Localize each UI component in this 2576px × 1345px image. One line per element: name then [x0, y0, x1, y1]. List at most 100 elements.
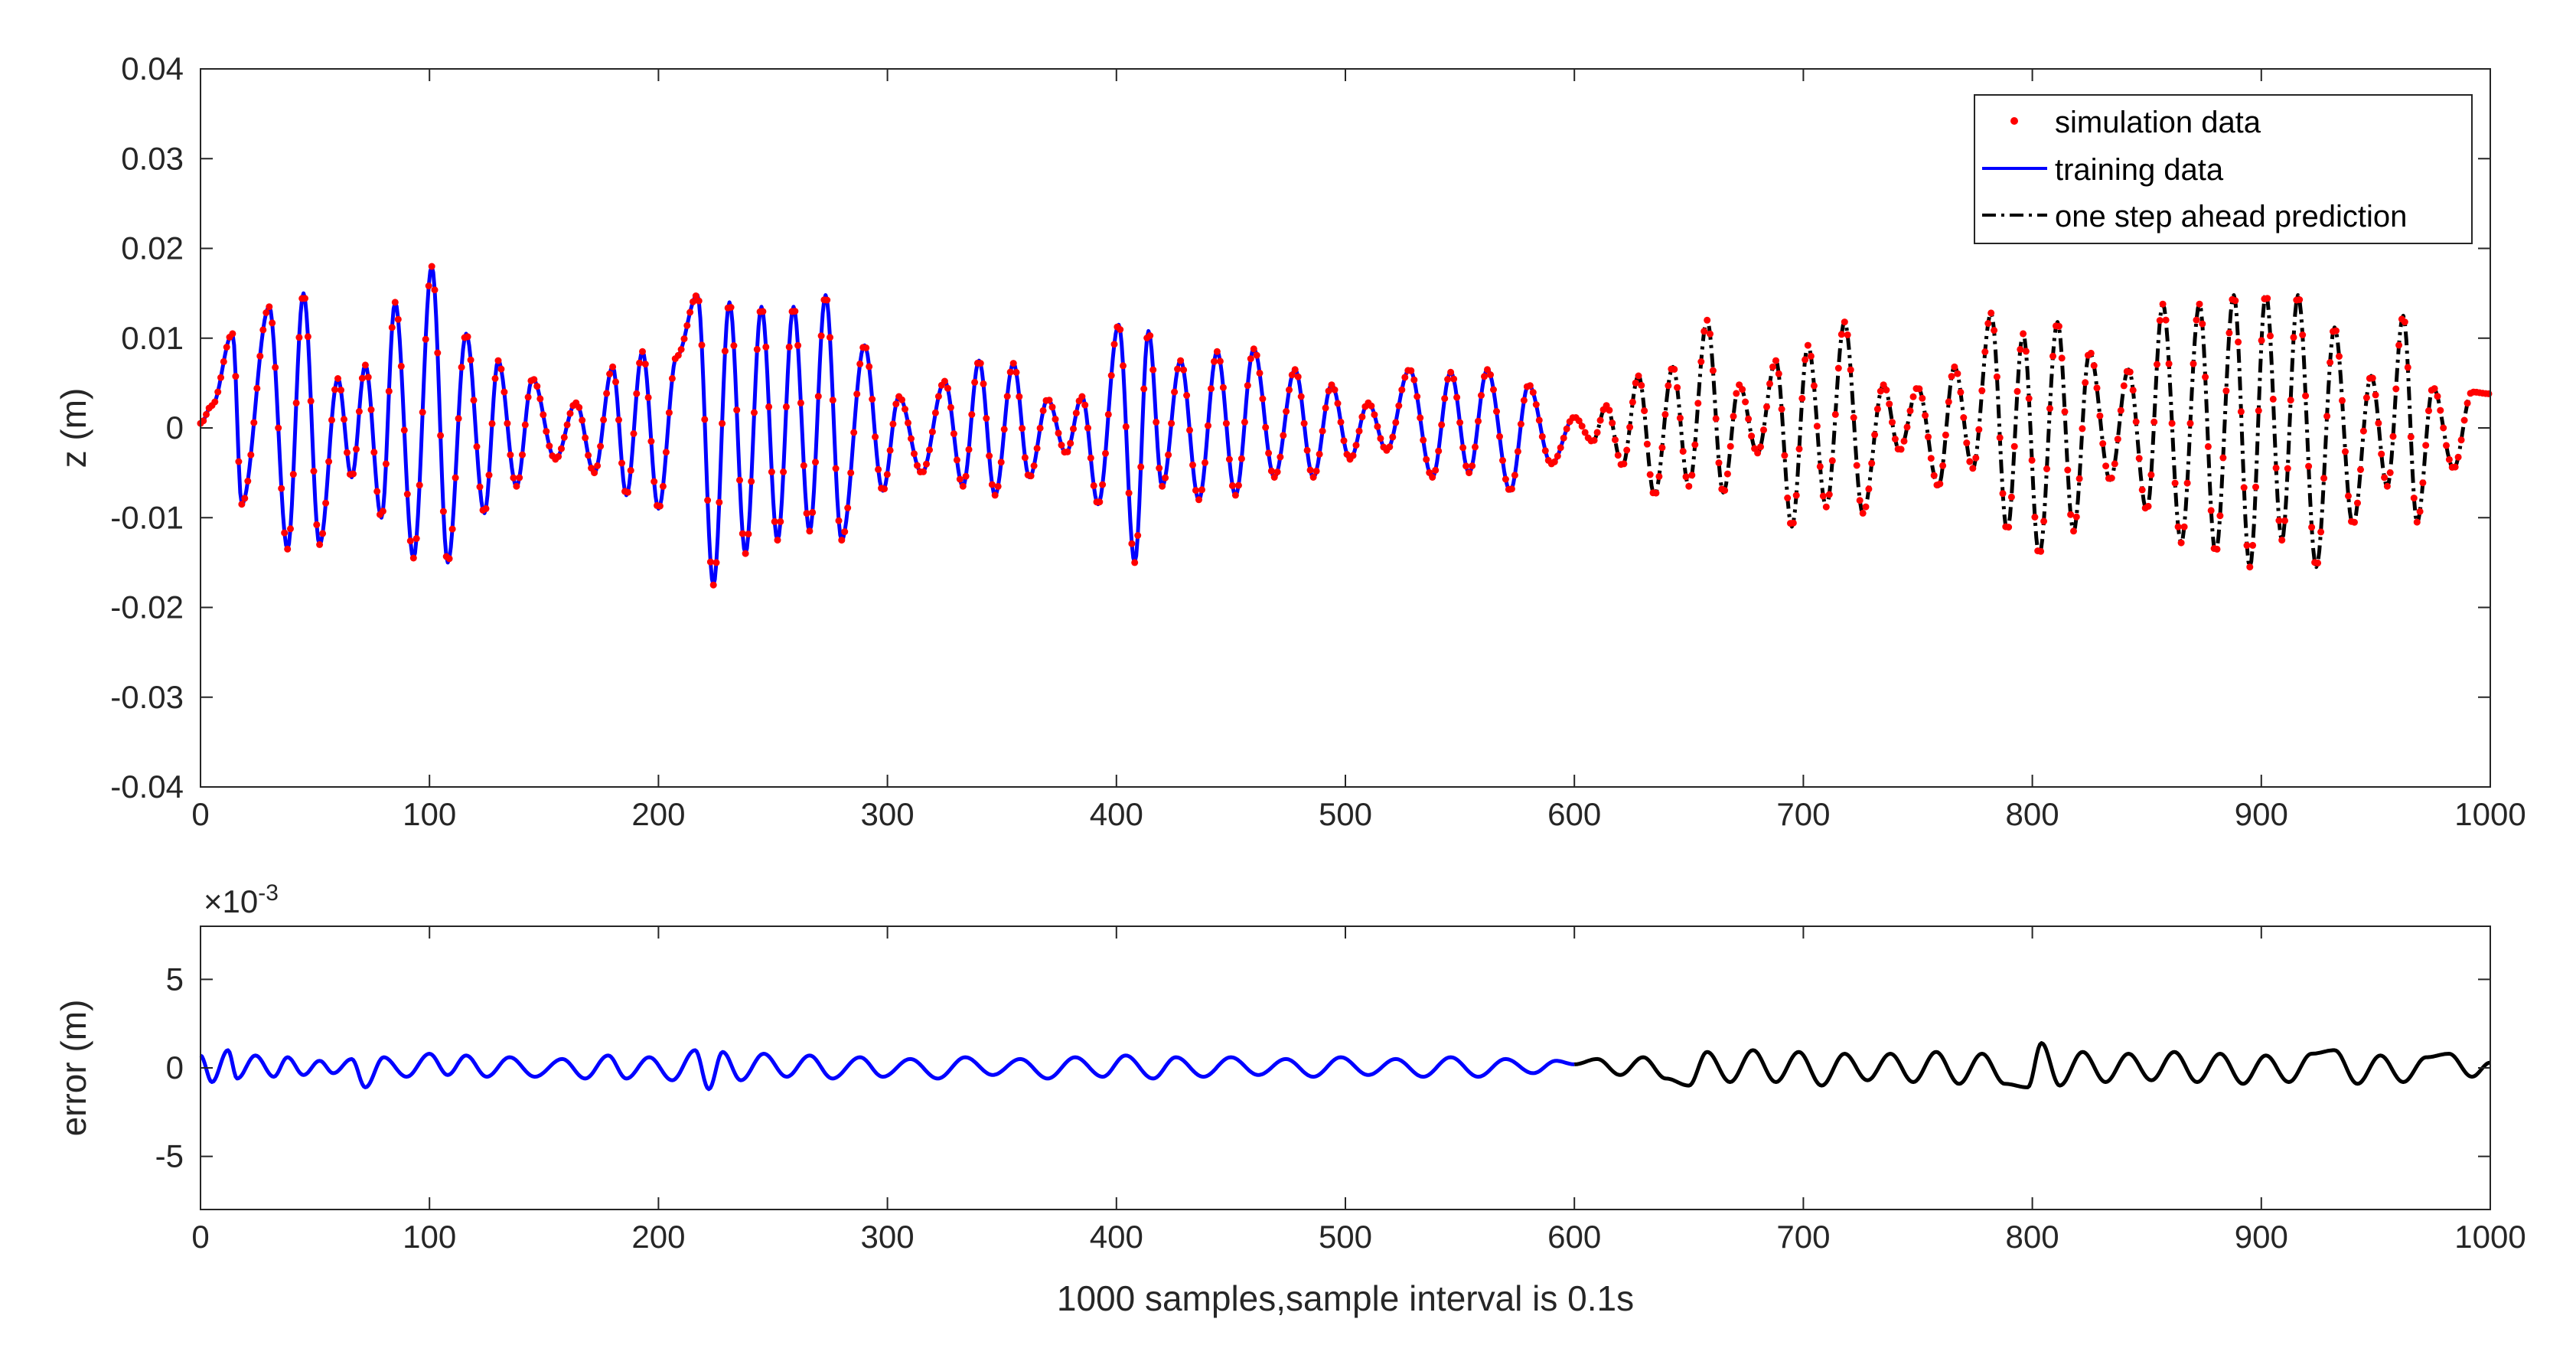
top-simulation-data-point — [2389, 433, 2397, 440]
top-simulation-data-point — [2180, 523, 2188, 530]
top-simulation-data-point — [367, 406, 375, 413]
top-simulation-data-point — [1277, 453, 1284, 461]
top-simulation-data-point — [1499, 457, 1506, 464]
top-simulation-data-point — [1306, 466, 1314, 474]
top-simulation-data-point — [2216, 512, 2224, 520]
top-simulation-data-point — [2278, 537, 2286, 544]
top-simulation-data-point — [560, 433, 568, 441]
top-simulation-data-point — [1300, 419, 1308, 427]
top-simulation-data-point — [1517, 420, 1524, 428]
top-simulation-data-point — [1795, 445, 1803, 452]
top-simulation-data-point — [768, 468, 775, 475]
top-simulation-data-point — [2082, 379, 2089, 387]
top-simulation-data-point — [2381, 474, 2389, 482]
top-simulation-data-point — [1789, 519, 1797, 527]
top-simulation-data-point — [706, 558, 714, 566]
top-simulation-data-point — [1903, 423, 1911, 431]
legend-label-training: training data — [2055, 153, 2224, 187]
top-simulation-data-point — [1192, 487, 1199, 495]
top-simulation-data-point — [1198, 486, 1205, 494]
top-simulation-data-point — [1900, 437, 1908, 445]
top-simulation-data-point — [1739, 386, 1746, 393]
top-simulation-data-point — [1831, 410, 1839, 418]
top-simulation-data-point — [950, 430, 957, 438]
top-simulation-data-point — [1757, 443, 1764, 451]
top-simulation-data-point — [1186, 426, 1193, 434]
top-simulation-data-point — [2485, 390, 2493, 397]
top-simulation-data-point — [2296, 296, 2304, 303]
top-x-tick-label: 800 — [2006, 796, 2059, 832]
top-simulation-data-point — [2067, 511, 2075, 518]
top-simulation-data-point — [765, 403, 773, 410]
top-simulation-data-point — [1216, 357, 1224, 365]
top-simulation-data-point — [1294, 373, 1302, 380]
bottom-x-tick-label: 800 — [2006, 1219, 2059, 1255]
top-simulation-data-point — [1963, 439, 1971, 447]
top-simulation-data-point — [1508, 485, 1515, 493]
top-simulation-data-point — [1966, 458, 1974, 465]
top-simulation-data-point — [2284, 465, 2291, 472]
top-simulation-data-point — [791, 308, 799, 315]
top-simulation-data-point — [1778, 406, 1785, 413]
top-simulation-data-point — [2407, 433, 2415, 441]
top-simulation-data-point — [2183, 479, 2191, 487]
top-panel: 0 100 200 300 400 500 600 700 800 900 1000 -0.04 -0.… — [54, 51, 2526, 832]
top-simulation-data-point — [416, 482, 423, 489]
top-simulation-data-point — [1712, 415, 1720, 423]
top-simulation-data-point — [2351, 518, 2358, 526]
top-simulation-data-point — [736, 476, 743, 484]
legend-label-prediction: one step ahead prediction — [2055, 200, 2407, 233]
top-simulation-data-point — [341, 416, 347, 423]
top-simulation-data-point — [1646, 471, 1654, 478]
top-simulation-data-point — [1978, 387, 1986, 394]
top-simulation-data-point — [485, 472, 493, 479]
top-simulation-data-point — [1951, 363, 1958, 371]
top-simulation-data-point — [2171, 479, 2179, 487]
top-simulation-data-point — [2264, 295, 2271, 302]
top-simulation-data-point — [1322, 404, 1329, 412]
top-simulation-data-point — [295, 334, 303, 341]
top-simulation-data-point — [533, 383, 541, 390]
top-simulation-data-point — [782, 403, 790, 410]
top-simulation-data-point — [2422, 442, 2430, 449]
top-simulation-data-point — [609, 363, 617, 371]
top-simulation-data-point — [439, 508, 447, 515]
top-simulation-data-point — [1072, 410, 1080, 417]
top-simulation-data-point — [1493, 408, 1500, 415]
top-simulation-data-point — [1128, 540, 1136, 547]
top-simulation-data-point — [2305, 462, 2313, 470]
top-simulation-data-point — [521, 421, 529, 429]
top-simulation-data-point — [1213, 348, 1221, 355]
top-simulation-data-point — [281, 529, 289, 537]
top-simulation-data-point — [491, 374, 499, 382]
top-simulation-data-point — [1697, 358, 1705, 365]
top-simulation-data-point — [2314, 559, 2322, 566]
top-simulation-data-point — [2287, 397, 2294, 404]
top-simulation-data-point — [1211, 357, 1218, 365]
top-simulation-data-point — [591, 469, 598, 477]
top-simulation-data-point — [971, 378, 979, 386]
top-simulation-data-point — [2150, 418, 2158, 426]
top-simulation-data-point — [1688, 472, 1696, 479]
top-simulation-data-point — [1883, 387, 1890, 393]
top-simulation-data-point — [2246, 563, 2254, 571]
top-simulation-data-point — [2269, 395, 2277, 403]
top-simulation-data-point — [1919, 394, 1926, 402]
top-simulation-data-point — [644, 393, 652, 401]
top-simulation-data-point — [1865, 485, 1873, 493]
top-simulation-data-point — [2437, 406, 2444, 414]
top-simulation-data-point — [1078, 393, 1086, 400]
top-simulation-data-point — [988, 481, 996, 488]
top-simulation-data-point — [920, 468, 927, 475]
top-simulation-data-point — [1614, 452, 1622, 459]
top-simulation-data-point — [1253, 351, 1260, 359]
top-simulation-data-point — [712, 559, 720, 566]
top-simulation-data-point — [902, 406, 908, 413]
bottom-x-tick-label: 700 — [1776, 1219, 1830, 1255]
top-simulation-data-point — [947, 403, 954, 411]
top-simulation-data-point — [1303, 446, 1311, 454]
top-simulation-data-point — [1596, 416, 1604, 424]
top-simulation-data-point — [1377, 435, 1384, 442]
top-simulation-data-point — [1180, 366, 1188, 374]
top-simulation-data-point — [780, 468, 787, 475]
